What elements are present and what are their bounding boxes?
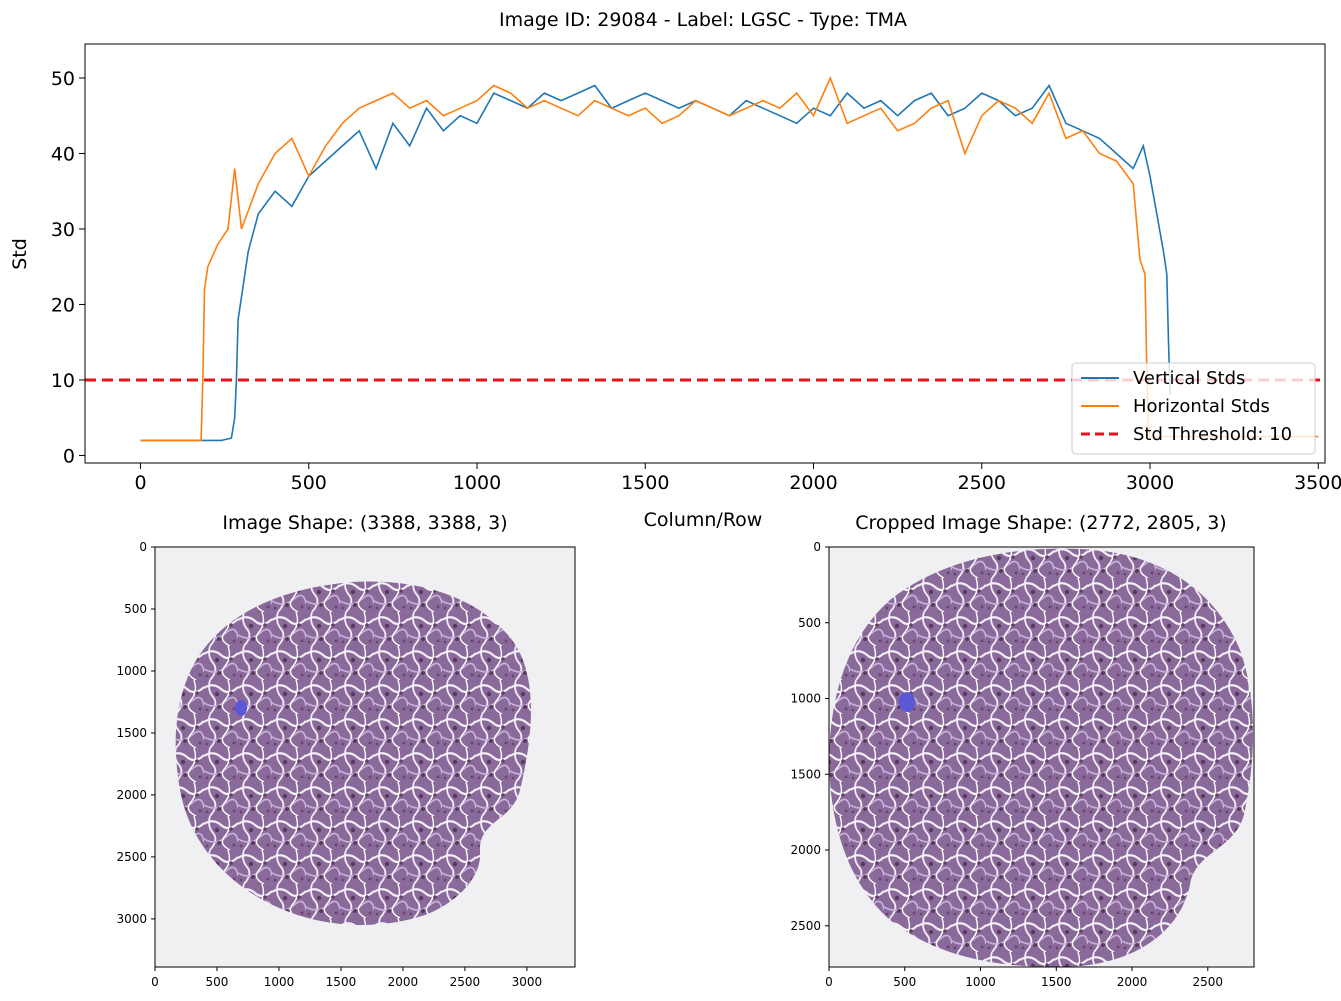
- series-line-vertical: [140, 83, 1171, 442]
- legend: Vertical Stds Horizontal Stds Std Thresh…: [1071, 362, 1316, 455]
- x-tick-label: 0: [825, 975, 833, 989]
- x-tick-label: 1000: [453, 472, 501, 494]
- legend-label-horizontal: Horizontal Stds: [1133, 396, 1270, 417]
- x-axis-label: Column/Row: [644, 509, 763, 531]
- y-axis: 0 10 20 30 40 50: [51, 68, 85, 467]
- y-tick-label: 1000: [790, 692, 821, 706]
- y-tick-label: 500: [124, 602, 147, 616]
- x-tick-label: 500: [291, 472, 327, 494]
- blue-marker-spot: [899, 692, 915, 712]
- x-tick-label: 3000: [1126, 472, 1174, 494]
- y-tick-label: 50: [51, 68, 75, 90]
- y-tick-label: 40: [51, 143, 75, 165]
- x-axis-original: 0 500 1000 1500 2000 2500 3000: [151, 967, 542, 989]
- x-tick-label: 1000: [264, 975, 295, 989]
- y-tick-label: 10: [51, 370, 75, 392]
- plot-frame: [84, 43, 1326, 464]
- y-tick-label: 1000: [116, 664, 147, 678]
- legend-label-threshold: Std Threshold: 10: [1133, 424, 1292, 445]
- blue-marker-spot: [235, 700, 247, 716]
- x-tick-label: 2000: [1117, 975, 1148, 989]
- y-tick-label: 2000: [116, 788, 147, 802]
- y-tick-label: 500: [798, 616, 821, 630]
- x-axis-cropped: 0 500 1000 1500 2000 2500: [825, 967, 1223, 989]
- x-tick-label: 2000: [789, 472, 837, 494]
- panel-title-cropped: Cropped Image Shape: (2772, 2805, 3): [855, 512, 1226, 534]
- x-tick-label: 1500: [621, 472, 669, 494]
- tissue-core-image: [829, 548, 1254, 967]
- y-axis-cropped: 0 500 1000 1500 2000 2500: [790, 540, 829, 933]
- legend-box: [1071, 362, 1316, 455]
- panel-title-original: Image Shape: (3388, 3388, 3): [222, 512, 507, 534]
- x-tick-label: 1500: [1041, 975, 1072, 989]
- y-tick-label: 0: [813, 540, 821, 554]
- x-tick-label: 3000: [512, 975, 543, 989]
- line-chart-plot-area: [84, 43, 1326, 464]
- x-tick-label: 500: [206, 975, 229, 989]
- y-tick-label: 2500: [116, 850, 147, 864]
- series-line-horizontal: [140, 75, 1319, 442]
- x-tick-label: 1000: [965, 975, 996, 989]
- y-tick-label: 2500: [790, 919, 821, 933]
- y-tick-label: 3000: [116, 912, 147, 926]
- y-tick-label: 30: [51, 219, 75, 241]
- image-panel-cropped: Cropped Image Shape: (2772, 2805, 3) 0 50…: [790, 512, 1255, 989]
- tissue-core-image: [175, 581, 531, 926]
- x-axis: 0 500 1000 1500 2000 2500 3000 3500: [134, 463, 1341, 494]
- line-chart: 0 500 1000 1500 2000 2500 3000 3500 0 10 20 30 40 50…: [9, 43, 1341, 531]
- y-tick-label: 1500: [790, 767, 821, 781]
- y-tick-label: 0: [63, 445, 75, 467]
- x-tick-label: 0: [134, 472, 146, 494]
- figure-title: Image ID: 29084 - Label: LGSC - Type: TM…: [499, 9, 907, 31]
- x-tick-label: 2500: [1193, 975, 1224, 989]
- x-tick-label: 2000: [388, 975, 419, 989]
- x-tick-label: 500: [893, 975, 916, 989]
- image-panel-original: Image Shape: (3388, 3388, 3) 0 500 1000 150…: [116, 512, 576, 989]
- y-axis-label: Std: [9, 238, 31, 270]
- x-tick-label: 2500: [958, 472, 1006, 494]
- x-tick-label: 0: [151, 975, 159, 989]
- legend-label-vertical: Vertical Stds: [1133, 368, 1245, 389]
- image-frame: [154, 546, 576, 968]
- image-frame: [828, 546, 1255, 968]
- y-tick-label: 2000: [790, 843, 821, 857]
- y-tick-label: 20: [51, 294, 75, 316]
- x-tick-label: 2500: [450, 975, 481, 989]
- y-axis-original: 0 500 1000 1500 2000 2500 3000: [116, 540, 155, 926]
- y-tick-label: 1500: [116, 726, 147, 740]
- y-tick-label: 0: [139, 540, 147, 554]
- x-tick-label: 1500: [326, 975, 357, 989]
- x-tick-label: 3500: [1294, 472, 1341, 494]
